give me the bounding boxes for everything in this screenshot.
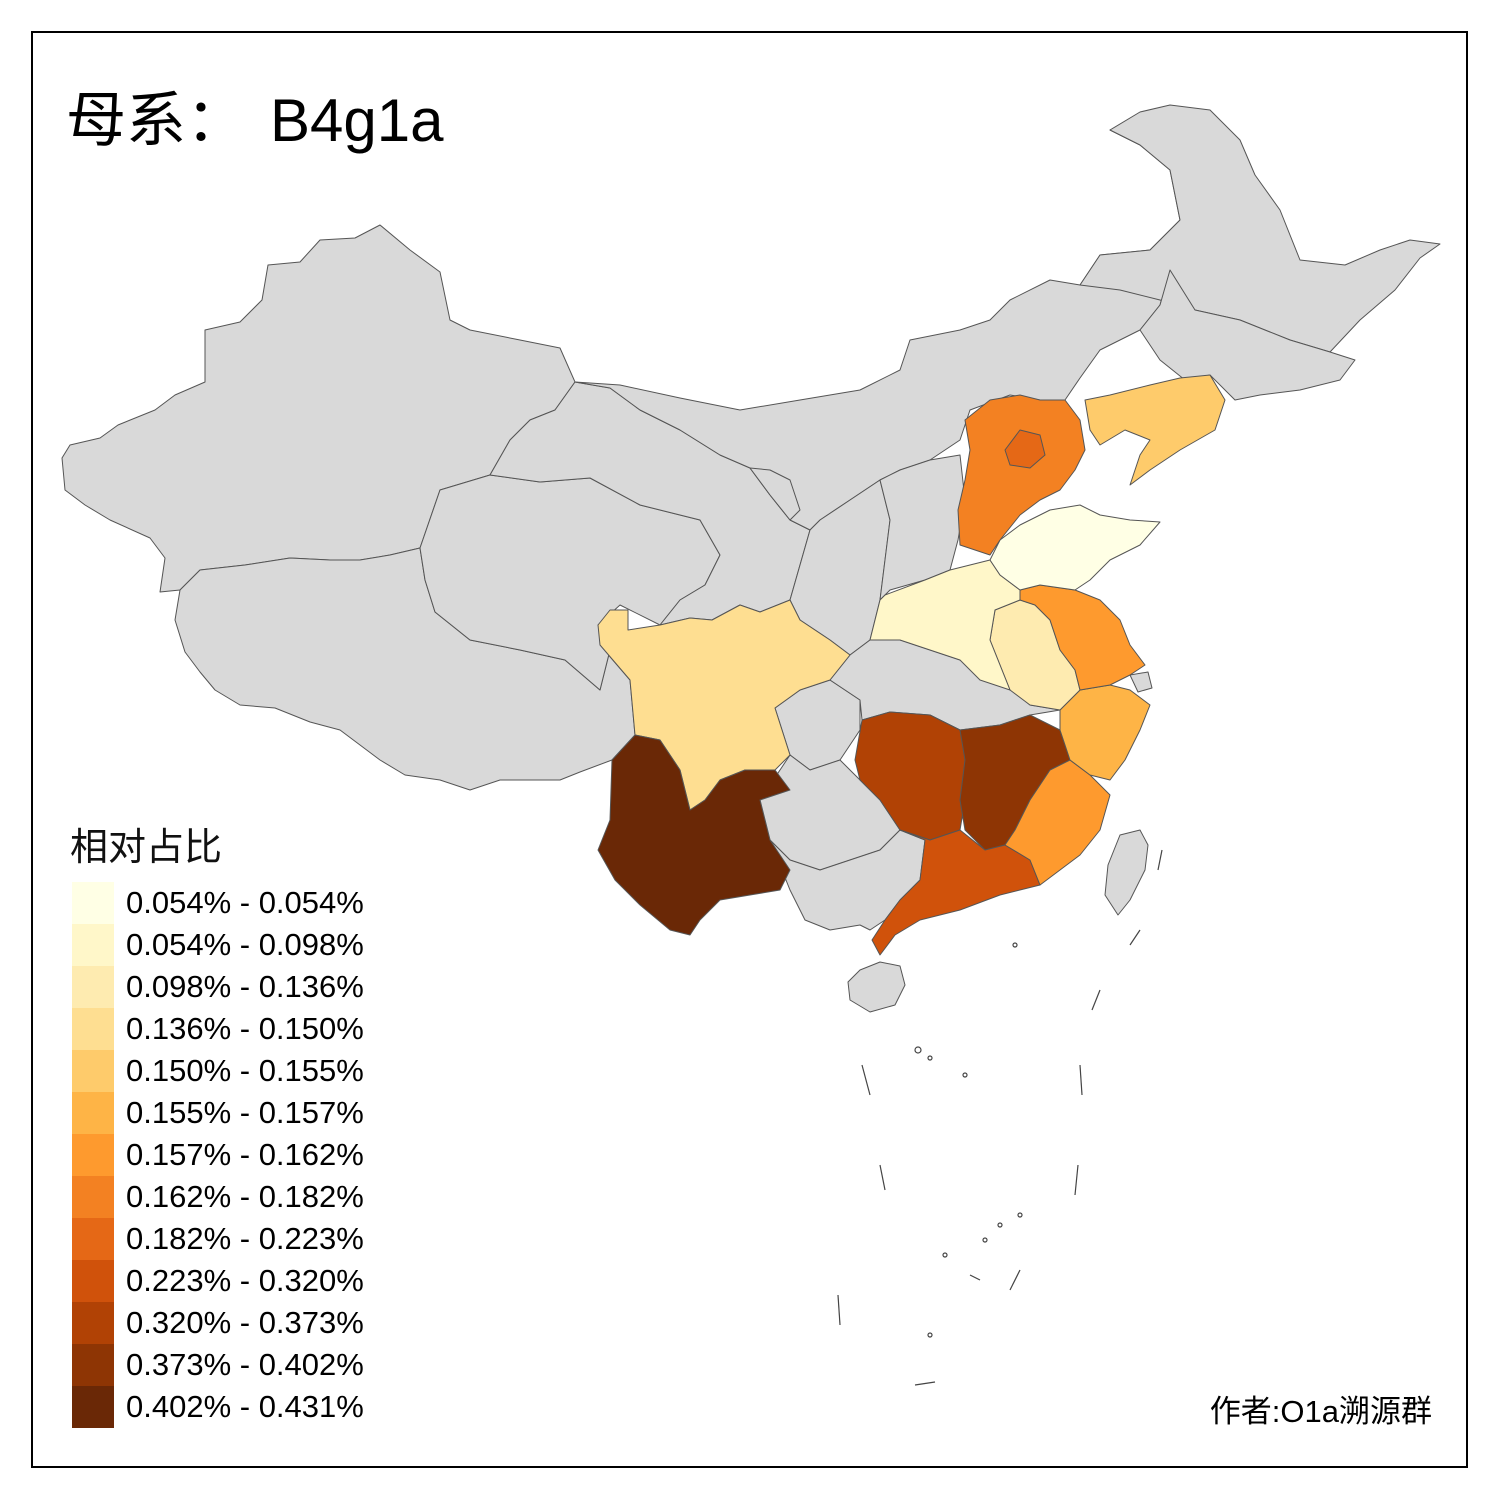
legend-swatch [72, 1386, 114, 1428]
legend-swatch [72, 1050, 114, 1092]
legend-item: 0.182% - 0.223% [72, 1218, 432, 1260]
legend-item: 0.098% - 0.136% [72, 966, 432, 1008]
legend-label: 0.098% - 0.136% [126, 969, 364, 1004]
region-taiwan[interactable] [1104, 829, 1149, 916]
region-ningxia[interactable] [749, 467, 801, 521]
region-xinjiang[interactable] [61, 224, 576, 593]
legend-item: 0.373% - 0.402% [72, 1344, 432, 1386]
legend-item: 0.155% - 0.157% [72, 1092, 432, 1134]
legend-swatch [72, 1092, 114, 1134]
legend-label: 0.150% - 0.155% [126, 1053, 364, 1088]
legend-swatch [72, 1260, 114, 1302]
legend-item: 0.150% - 0.155% [72, 1050, 432, 1092]
legend: 0.054% - 0.054% 0.054% - 0.098% 0.098% - 0… [72, 882, 432, 1428]
legend-swatch [72, 1134, 114, 1176]
region-liaoning[interactable] [1084, 374, 1226, 486]
region-shandong[interactable] [989, 504, 1161, 591]
legend-item: 0.054% - 0.098% [72, 924, 432, 966]
legend-label: 0.320% - 0.373% [126, 1305, 364, 1340]
legend-item: 0.157% - 0.162% [72, 1134, 432, 1176]
legend-item: 0.054% - 0.054% [72, 882, 432, 924]
legend-title: 相对占比 [70, 825, 223, 869]
legend-swatch [72, 1176, 114, 1218]
legend-label: 0.162% - 0.182% [126, 1179, 364, 1214]
legend-label: 0.223% - 0.320% [126, 1263, 364, 1298]
legend-label: 0.054% - 0.054% [126, 885, 364, 920]
haplogroup-name: B4g1a [270, 87, 444, 154]
legend-swatch [72, 1008, 114, 1050]
region-beijing[interactable] [1004, 429, 1046, 469]
legend-label: 0.054% - 0.098% [126, 927, 364, 962]
legend-item: 0.162% - 0.182% [72, 1176, 432, 1218]
region-guangdong[interactable] [871, 829, 1041, 956]
legend-item: 0.320% - 0.373% [72, 1302, 432, 1344]
legend-label: 0.402% - 0.431% [126, 1389, 364, 1424]
author-credit: 作者:O1a溯源群 [1209, 1394, 1432, 1429]
legend-label: 0.182% - 0.223% [126, 1221, 364, 1256]
region-shanghai[interactable] [1129, 671, 1153, 693]
region-hainan[interactable] [847, 961, 906, 1013]
legend-swatch [72, 882, 114, 924]
legend-label: 0.157% - 0.162% [126, 1137, 364, 1172]
legend-swatch [72, 1218, 114, 1260]
map-frame [31, 31, 1468, 1468]
legend-label: 0.136% - 0.150% [126, 1011, 364, 1046]
region-henan[interactable] [869, 559, 1021, 691]
title-prefix: 母系： [66, 86, 246, 156]
legend-swatch [72, 1302, 114, 1344]
legend-swatch [72, 1344, 114, 1386]
legend-swatch [72, 966, 114, 1008]
region-jiangsu[interactable] [1019, 584, 1146, 691]
legend-label: 0.373% - 0.402% [126, 1347, 364, 1382]
region-yunnan[interactable] [597, 734, 791, 936]
legend-swatch [72, 924, 114, 966]
region-hebei[interactable] [957, 394, 1086, 556]
legend-item: 0.402% - 0.431% [72, 1386, 432, 1428]
legend-item: 0.136% - 0.150% [72, 1008, 432, 1050]
legend-item: 0.223% - 0.320% [72, 1260, 432, 1302]
map-title: 母系： B4g1a [66, 72, 444, 159]
south-sea-islands [837, 849, 1163, 1386]
region-jilin[interactable] [1139, 269, 1356, 401]
legend-label: 0.155% - 0.157% [126, 1095, 364, 1130]
